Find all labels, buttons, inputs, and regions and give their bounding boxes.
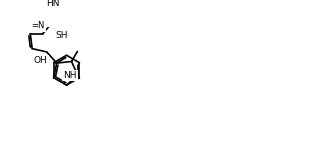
Text: SH: SH: [56, 31, 68, 40]
Text: NH: NH: [63, 71, 77, 80]
Text: HN: HN: [46, 0, 59, 8]
Text: =N: =N: [31, 21, 45, 30]
Text: OH: OH: [34, 56, 47, 65]
